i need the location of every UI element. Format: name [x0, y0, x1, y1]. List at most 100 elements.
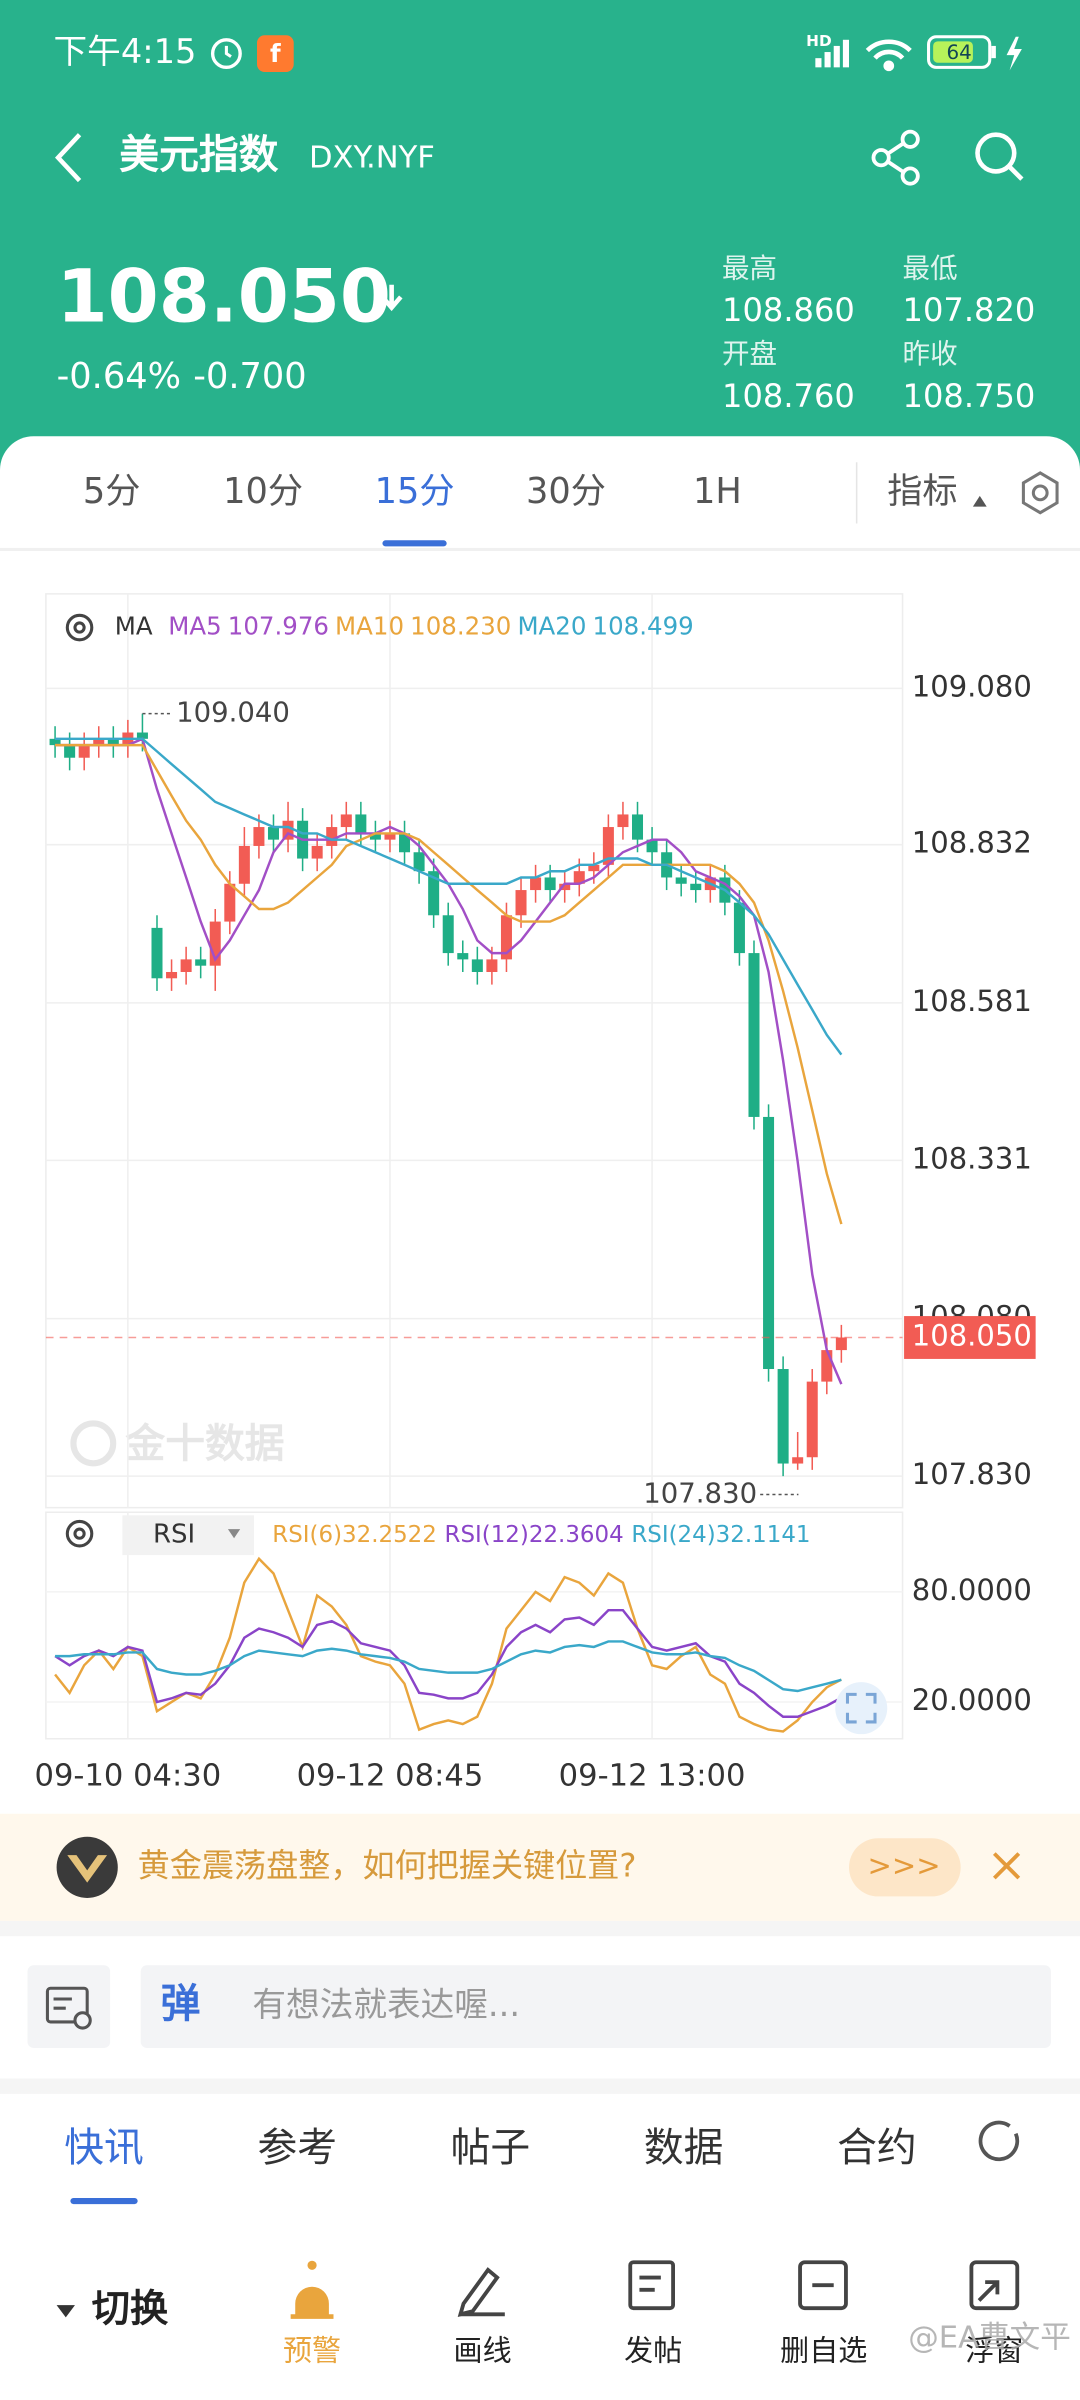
separator — [0, 1920, 1080, 1937]
app-icon: f — [256, 35, 294, 72]
change-pct: -0.64% — [57, 356, 181, 397]
banner-button[interactable] — [849, 1838, 961, 1897]
comment-badge: 弹 — [161, 1981, 201, 2027]
ma-label: MA — [115, 612, 153, 641]
candle-body — [763, 1116, 775, 1370]
candle-body — [588, 864, 600, 872]
change: -0.64% -0.700 — [57, 356, 307, 397]
rsi-caret — [227, 1529, 241, 1539]
legend-name: MA5 — [168, 612, 221, 641]
tool-label[interactable]: 删自选 — [780, 2334, 867, 2368]
switch-caret — [56, 2305, 75, 2318]
legend-name: RSI(24) — [631, 1522, 715, 1548]
stat-label: 开盘 — [722, 338, 777, 370]
back-button[interactable] — [54, 133, 82, 183]
rsi-selector[interactable] — [122, 1515, 254, 1556]
battery-level: 64 — [947, 41, 972, 64]
rsi-gear[interactable] — [65, 1519, 94, 1548]
charging-icon — [1006, 36, 1022, 71]
stat-value: 107.820 — [903, 291, 1036, 329]
news-tab[interactable]: 合约 — [837, 2125, 917, 2171]
period-tab[interactable]: 30分 — [526, 471, 606, 512]
credit: @EA曹文平 — [908, 2320, 1071, 2355]
refresh-button[interactable] — [978, 2120, 1020, 2162]
news-tabs: 快讯 参考 帖子 数据 合约 — [64, 2125, 917, 2205]
ma-line — [55, 737, 843, 1056]
main-panel — [45, 593, 904, 1509]
legend-entry: RSI(24)32.1141 — [631, 1522, 810, 1548]
period-tab[interactable]: 10分 — [223, 471, 303, 512]
status-network: HD — [806, 32, 831, 50]
y-tick-label: 107.830 — [912, 1457, 1032, 1491]
ma-gear[interactable] — [65, 613, 94, 642]
switch-button[interactable]: 切换 — [92, 2287, 169, 2332]
y-tick-label: 20.0000 — [912, 1683, 1032, 1717]
legend-entry: RSI(6)32.2522 — [272, 1522, 437, 1548]
candle-body — [340, 814, 352, 828]
alert-icon — [290, 2260, 334, 2319]
period-tab[interactable]: 1H — [693, 471, 742, 512]
candle-body — [821, 1350, 833, 1382]
battery-icon — [927, 35, 996, 69]
period-tab[interactable]: 5分 — [83, 471, 141, 512]
period-tab[interactable]: 15分 — [375, 471, 455, 512]
comment-input[interactable] — [140, 1965, 1051, 2048]
status-time: 下午4:15 — [54, 32, 197, 71]
tool-label[interactable]: 浮窗 — [965, 2334, 1023, 2368]
candle-body — [166, 971, 178, 979]
news-tab[interactable]: 快讯 — [64, 2125, 144, 2171]
candle-body — [530, 877, 542, 891]
symbol: DXY.NYF — [309, 141, 435, 176]
last-price-tag — [904, 1316, 1036, 1359]
candle-body — [282, 820, 294, 840]
sheet — [0, 436, 1080, 2400]
candle-body — [792, 1457, 804, 1464]
change-abs: -0.700 — [193, 356, 306, 397]
draw-icon — [457, 2267, 505, 2317]
alarm-icon — [210, 38, 242, 70]
ma-line — [55, 743, 843, 1225]
banner-button-text: >>> — [868, 1848, 941, 1882]
share-button[interactable] — [871, 129, 920, 186]
y-tick-label: 80.0000 — [912, 1573, 1032, 1607]
legend-name: MA20 — [517, 612, 586, 641]
candle-body — [49, 738, 61, 746]
float-icon — [969, 2260, 1020, 2311]
y-tick-label: 109.080 — [912, 669, 1032, 703]
legend-value: 22.3604 — [529, 1522, 624, 1548]
last-price-label: 108.050 — [912, 1318, 1032, 1352]
news-tab[interactable]: 帖子 — [451, 2125, 531, 2171]
banner-close[interactable] — [992, 1852, 1021, 1880]
search-button[interactable] — [975, 132, 1024, 181]
candle-body — [632, 814, 644, 840]
toolbar: 预警 画线 发帖 删自选 浮窗 — [283, 2334, 1023, 2368]
down-arrow — [380, 284, 403, 312]
period-tabs: 5分 10分 15分 30分 1H — [83, 471, 742, 547]
candle-body — [602, 827, 614, 865]
candle-body — [748, 953, 760, 1117]
news-tab[interactable]: 数据 — [644, 2125, 724, 2171]
x-tick-label: 09-10 04:30 — [35, 1759, 222, 1794]
candle-body — [733, 902, 745, 954]
candle-body — [267, 827, 279, 840]
page-title: 美元指数 — [119, 132, 278, 178]
banner-text: 黄金震荡盘整，如何把握关键位置? — [138, 1846, 637, 1884]
legend-entry: MA5 107.976 — [168, 612, 329, 641]
min-marker-label: 107.830 — [643, 1478, 757, 1510]
candle-body — [253, 827, 265, 846]
settings-button[interactable] — [1021, 471, 1059, 515]
tool-label[interactable]: 画线 — [454, 2334, 512, 2368]
candle-body — [835, 1337, 847, 1351]
rsi-label: RSI — [153, 1520, 195, 1550]
card-button[interactable] — [27, 1965, 111, 2048]
indicator-button[interactable]: 指标 — [887, 471, 957, 512]
tool-label[interactable]: 预警 — [283, 2334, 341, 2368]
stat-label: 最高 — [722, 252, 777, 284]
news-tab[interactable]: 参考 — [257, 2125, 337, 2171]
candle-body — [544, 877, 556, 891]
fullscreen-button[interactable] — [835, 1682, 888, 1735]
tool-label[interactable]: 发帖 — [624, 2334, 682, 2368]
candle-body — [690, 883, 702, 891]
